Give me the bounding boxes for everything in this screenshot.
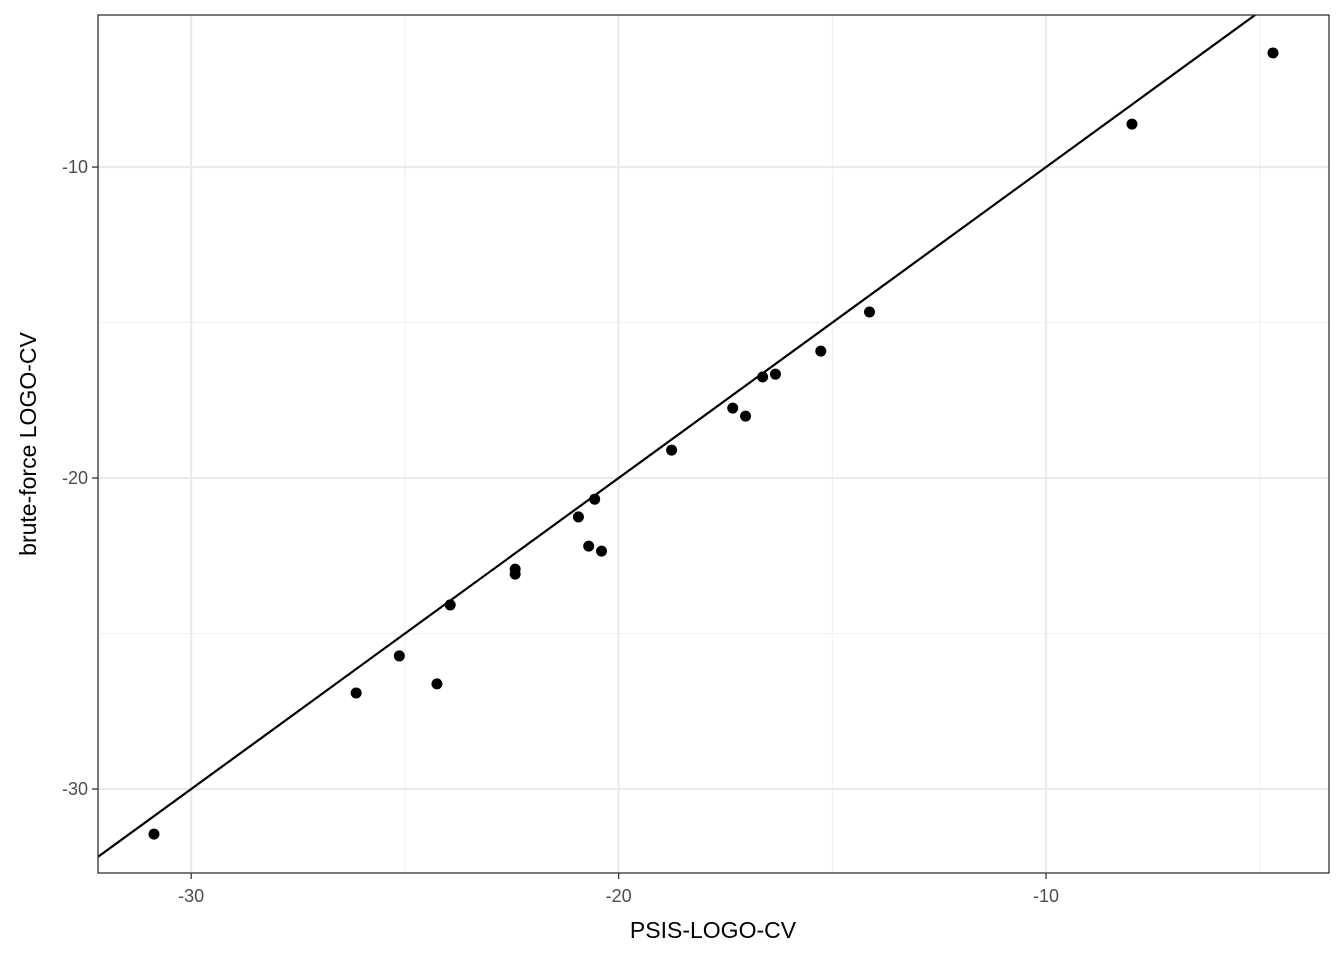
point [740, 410, 752, 422]
axes: -30 -20 -10 -30 -20 -10 [62, 157, 1059, 906]
grid [98, 15, 1329, 873]
point [589, 493, 601, 505]
point [148, 828, 160, 840]
x-tick-label: -10 [1033, 886, 1059, 906]
point [666, 444, 678, 456]
x-axis-title: PSIS-LOGO-CV [630, 917, 797, 943]
point [864, 306, 876, 318]
plot-area [98, 15, 1279, 858]
panel-border [97, 14, 1330, 874]
point [1126, 118, 1138, 130]
x-tick-label: -20 [606, 886, 632, 906]
point [769, 368, 781, 380]
point [583, 540, 595, 552]
point [431, 678, 443, 690]
point [727, 402, 739, 414]
point [444, 599, 456, 611]
y-axis-title: brute-force LOGO-CV [15, 332, 41, 556]
point [815, 345, 827, 357]
reference-line [98, 15, 1257, 858]
point [393, 650, 405, 662]
point [596, 545, 608, 557]
y-tick-label: -20 [62, 468, 88, 488]
y-tick-label: -30 [62, 779, 88, 799]
point [509, 568, 521, 580]
point [350, 687, 362, 699]
point [1267, 47, 1279, 59]
y-tick-label: -10 [62, 157, 88, 177]
point [757, 371, 769, 383]
point [572, 511, 584, 523]
x-tick-label: -30 [178, 886, 204, 906]
